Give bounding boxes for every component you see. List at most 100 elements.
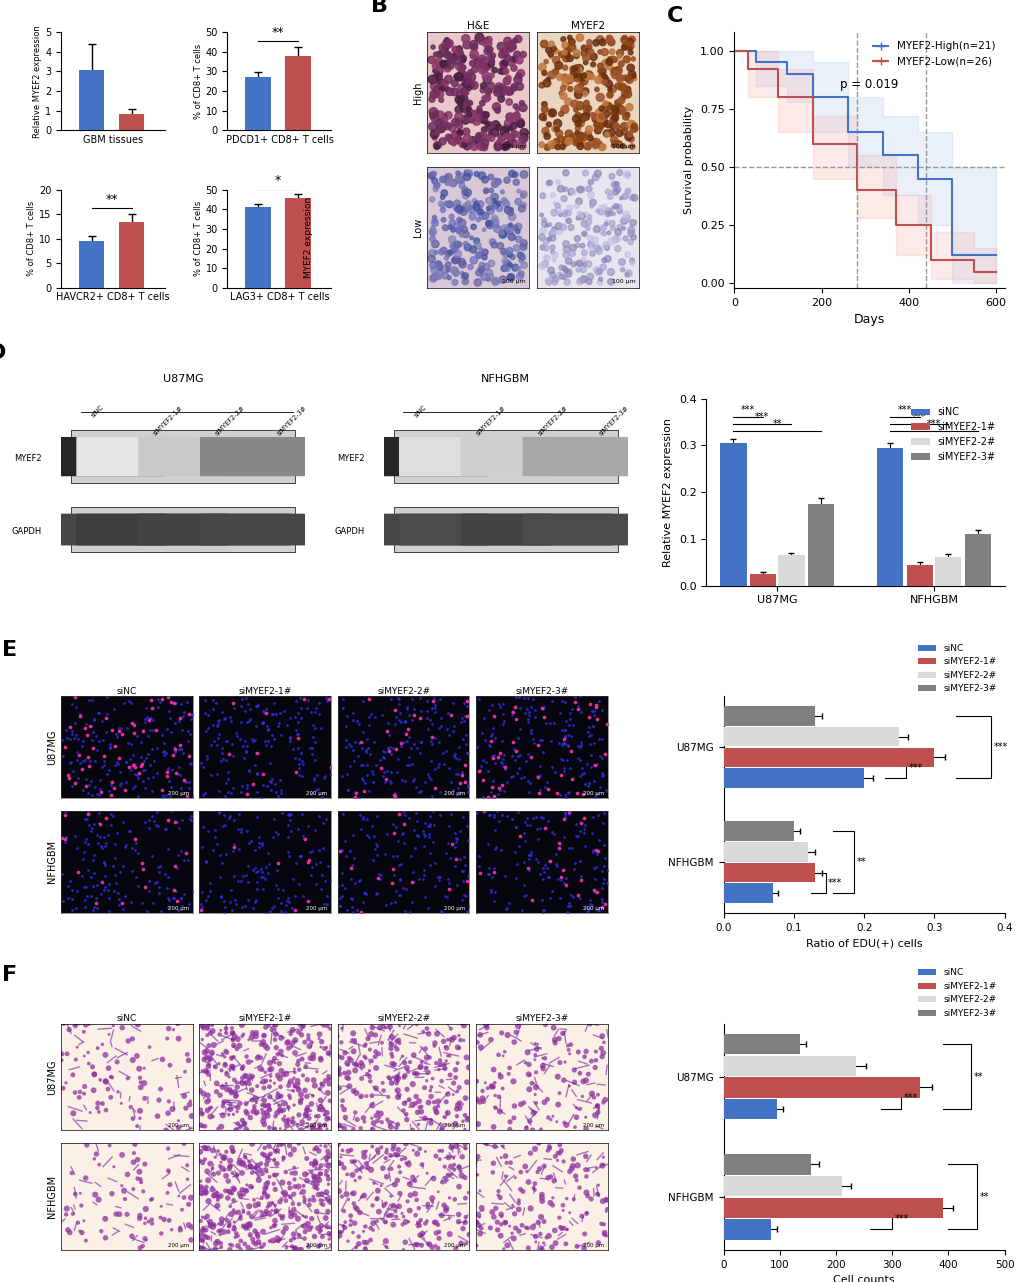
Point — [498, 79, 515, 100]
Point — [435, 240, 451, 260]
Point — [117, 779, 133, 800]
Point — [245, 899, 261, 919]
Point — [84, 729, 100, 750]
Point — [451, 1092, 468, 1113]
Point — [567, 853, 583, 873]
Point — [368, 883, 384, 904]
Point — [225, 1035, 242, 1055]
Point — [221, 805, 237, 826]
Point — [593, 1214, 609, 1235]
Point — [510, 727, 526, 747]
Point — [244, 1090, 260, 1110]
Point — [572, 820, 588, 841]
Bar — [722, 863, 814, 882]
Point — [194, 1178, 210, 1199]
Point — [580, 900, 596, 920]
Point — [370, 864, 386, 885]
Point — [417, 1141, 433, 1161]
Point — [301, 850, 317, 870]
Point — [296, 688, 312, 709]
Point — [239, 1214, 256, 1235]
Point — [411, 1215, 427, 1236]
Point — [579, 722, 595, 742]
Point — [232, 1209, 249, 1229]
Point — [537, 247, 553, 268]
Point — [446, 40, 463, 60]
Point — [385, 823, 401, 844]
Point — [382, 1117, 398, 1137]
Point — [507, 817, 524, 837]
Point — [555, 873, 572, 894]
Point — [155, 787, 171, 808]
Point — [346, 1060, 363, 1081]
Point — [556, 179, 573, 200]
Point — [457, 265, 473, 286]
Point — [143, 1190, 159, 1210]
Point — [468, 1090, 484, 1110]
Point — [545, 824, 561, 845]
Point — [263, 1218, 279, 1238]
Point — [250, 1155, 266, 1176]
Point — [152, 1208, 168, 1228]
Point — [612, 90, 629, 110]
Point — [286, 1029, 303, 1050]
Point — [271, 1068, 287, 1088]
Point — [213, 1186, 229, 1206]
Point — [494, 42, 511, 63]
Point — [180, 1215, 197, 1236]
Point — [515, 121, 531, 141]
Point — [601, 49, 618, 69]
Point — [622, 122, 638, 142]
Point — [557, 238, 574, 259]
Point — [586, 882, 602, 903]
Point — [321, 1073, 337, 1094]
Point — [397, 724, 414, 745]
Point — [437, 1091, 453, 1111]
Point — [86, 1079, 102, 1100]
Point — [214, 1159, 230, 1179]
Point — [578, 1041, 594, 1061]
Point — [588, 219, 604, 240]
Y-axis label: Relative MYEF2 expression: Relative MYEF2 expression — [34, 24, 43, 137]
Point — [378, 1140, 394, 1160]
Text: 200 μm: 200 μm — [306, 906, 327, 910]
Point — [321, 1229, 337, 1250]
Point — [590, 1232, 606, 1253]
Point — [269, 1228, 285, 1249]
Point — [547, 844, 564, 864]
Point — [517, 1053, 533, 1073]
Point — [111, 890, 127, 910]
Point — [238, 783, 255, 804]
Point — [368, 1188, 384, 1209]
Point — [423, 249, 439, 269]
Point — [554, 1023, 571, 1044]
Point — [476, 137, 492, 158]
Point — [622, 31, 638, 51]
Point — [427, 44, 443, 64]
Point — [400, 1211, 417, 1232]
Point — [590, 69, 606, 90]
Point — [255, 1111, 271, 1132]
Point — [594, 256, 610, 277]
Point — [112, 862, 128, 882]
Point — [531, 864, 547, 885]
Point — [535, 863, 551, 883]
Point — [505, 49, 522, 69]
Point — [360, 1028, 376, 1049]
Point — [605, 133, 622, 154]
Point — [468, 194, 484, 214]
Point — [240, 1203, 257, 1223]
Point — [560, 782, 577, 803]
Point — [110, 882, 126, 903]
Point — [500, 127, 517, 147]
Point — [142, 754, 158, 774]
Point — [489, 1185, 505, 1205]
Point — [359, 1064, 375, 1085]
Point — [233, 1026, 250, 1046]
Point — [87, 777, 103, 797]
Point — [452, 1161, 469, 1182]
Point — [133, 892, 150, 913]
Point — [581, 272, 597, 292]
Point — [316, 768, 332, 788]
Point — [91, 1101, 107, 1122]
